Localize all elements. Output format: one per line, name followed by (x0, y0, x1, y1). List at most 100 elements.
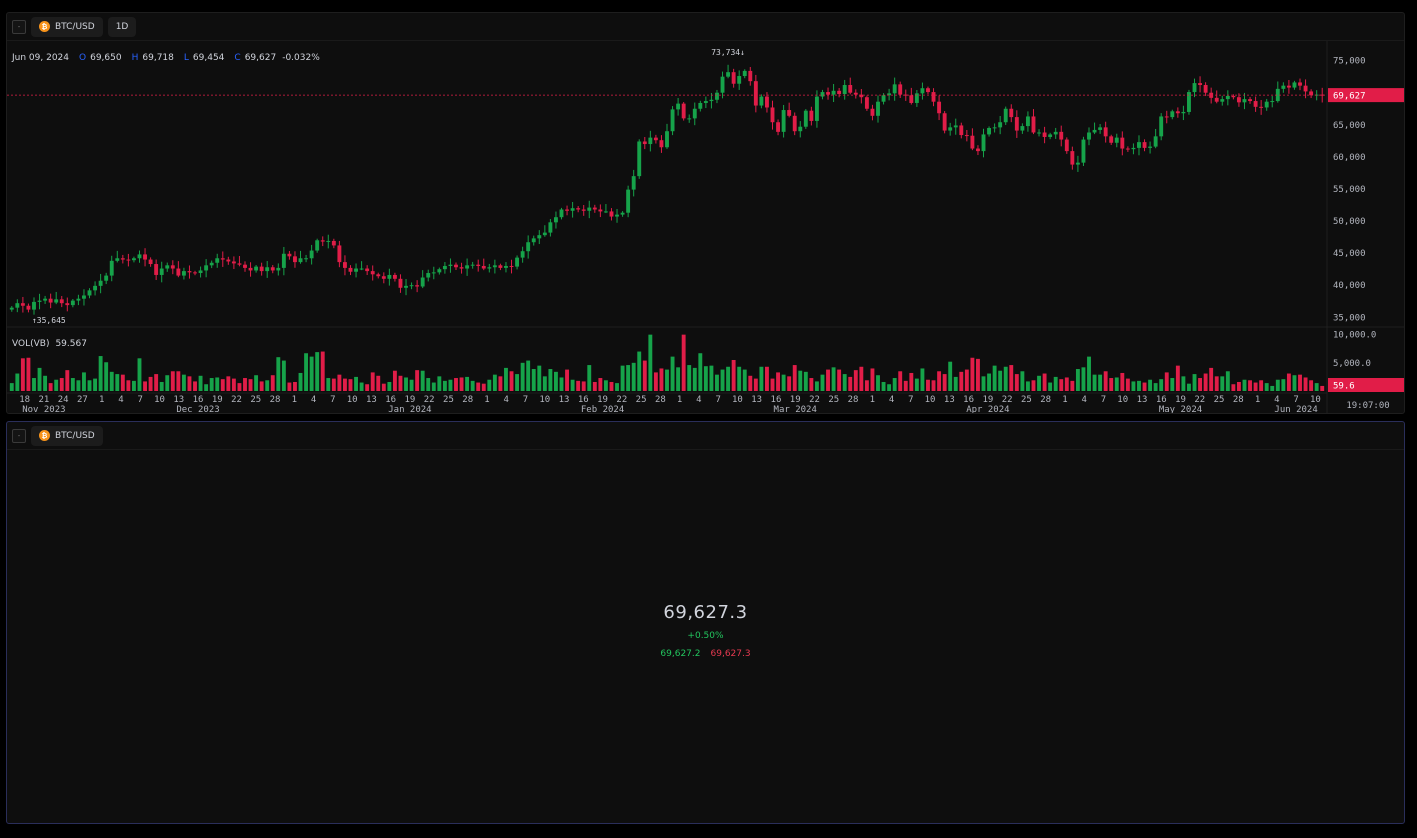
candle-body (615, 214, 619, 217)
volume-tick-label: 10,000.0 (1333, 331, 1376, 341)
candle-body (181, 271, 186, 276)
month-label: Feb 2024 (581, 405, 624, 413)
last-price-tag (1328, 88, 1404, 103)
volume-bar (143, 381, 147, 391)
candle-body (1164, 116, 1169, 118)
candle-body (131, 258, 136, 261)
volume-bar (826, 369, 830, 391)
candle-body (1309, 91, 1314, 96)
volume-bar (1114, 377, 1119, 391)
volume-bar (442, 380, 447, 391)
volume-bar (914, 378, 919, 391)
candle-body (759, 96, 764, 106)
volume-bar (703, 366, 708, 391)
candle-body (1320, 94, 1325, 96)
volume-bar (1214, 376, 1219, 391)
candle-body (837, 90, 842, 94)
candle-body (487, 267, 492, 269)
candle-body (387, 274, 392, 279)
volume-bar (1159, 379, 1164, 391)
day-tick-label: 4 (1274, 395, 1279, 405)
candle-body (648, 137, 653, 145)
candle-body (359, 268, 364, 270)
candle-body (481, 265, 486, 269)
candle-body (554, 217, 558, 223)
price-tick-label: 65,000 (1333, 121, 1366, 131)
candle-body (1092, 129, 1097, 133)
volume-bar (359, 382, 364, 391)
last-price-tag-label: 69,627 (1333, 92, 1366, 102)
volume-bar (631, 362, 636, 391)
candle-body (1053, 131, 1058, 135)
volume-bar (1053, 376, 1058, 391)
candle-body (1286, 85, 1291, 88)
volume-bar (365, 384, 370, 391)
candle-body (842, 85, 847, 94)
candle-body (1014, 117, 1019, 131)
candle-body (320, 240, 325, 242)
day-tick-label: 19 (982, 395, 993, 405)
collapse-button[interactable]: - (12, 428, 26, 443)
volume-bar (287, 382, 292, 391)
volume-bar (1320, 385, 1325, 391)
interval-selector[interactable]: 1D (107, 16, 137, 37)
quote-panel: - ₿ BTC/USD 69,627.3 +0.50% 69,627.2 69,… (6, 421, 1405, 824)
candle-body (454, 264, 458, 268)
candle-body (742, 70, 747, 77)
candle-body (270, 267, 275, 271)
day-tick-label: 28 (462, 395, 473, 405)
candlestick-chart[interactable]: 75,00070,00065,00060,00055,00050,00045,0… (7, 13, 1404, 413)
day-tick-label: 4 (889, 395, 894, 405)
candle-body (1259, 106, 1264, 108)
volume-bar (392, 370, 397, 391)
symbol-selector[interactable]: ₿ BTC/USD (31, 425, 103, 446)
price-tick-label: 60,000 (1333, 153, 1366, 163)
volume-bar (1164, 372, 1169, 391)
volume-bar (842, 374, 847, 391)
candle-body (603, 211, 608, 213)
volume-bar (465, 376, 470, 391)
volume-tick-label: 5,000.0 (1333, 359, 1371, 369)
collapse-button[interactable]: - (12, 19, 26, 34)
candle-body (126, 259, 131, 261)
volume-bar (454, 378, 458, 391)
candle-body (892, 84, 897, 94)
candle-body (1142, 142, 1147, 148)
volume-bar (559, 377, 564, 391)
symbol-selector[interactable]: ₿ BTC/USD (31, 16, 103, 37)
volume-bar (1198, 378, 1203, 391)
day-tick-label: 22 (1002, 395, 1013, 405)
day-tick-label: 19 (790, 395, 801, 405)
volume-bar (20, 358, 25, 391)
candle-body (814, 96, 819, 121)
legend-change: -0.032% (282, 53, 320, 63)
price-tick-label: 35,000 (1333, 313, 1366, 323)
candle-body (626, 189, 631, 213)
candle-body (720, 76, 725, 93)
volume-bar (76, 380, 81, 391)
candle-body (737, 76, 742, 84)
day-tick-label: 22 (616, 395, 627, 405)
volume-bar (431, 382, 436, 391)
candle-body (20, 303, 25, 306)
volume-bar (1187, 383, 1191, 391)
volume-bar (248, 379, 253, 391)
bitcoin-icon: ₿ (39, 21, 50, 32)
candle-body (864, 97, 869, 109)
candle-body (609, 211, 614, 217)
volume-bar (1120, 372, 1125, 391)
candle-body (165, 265, 170, 269)
candle-body (509, 265, 514, 267)
candle-body (715, 92, 719, 100)
volume-bar (1153, 383, 1158, 391)
month-label: Jan 2024 (388, 405, 431, 413)
day-tick-label: 10 (925, 395, 936, 405)
month-label: Apr 2024 (966, 405, 1009, 413)
day-tick-label: 19 (1175, 395, 1186, 405)
legend-open-label: O (79, 53, 87, 63)
candle-body (620, 212, 625, 215)
candle-body (526, 242, 531, 252)
day-tick-label: 4 (504, 395, 509, 405)
volume-bar (687, 365, 692, 391)
volume-bar (176, 371, 181, 391)
